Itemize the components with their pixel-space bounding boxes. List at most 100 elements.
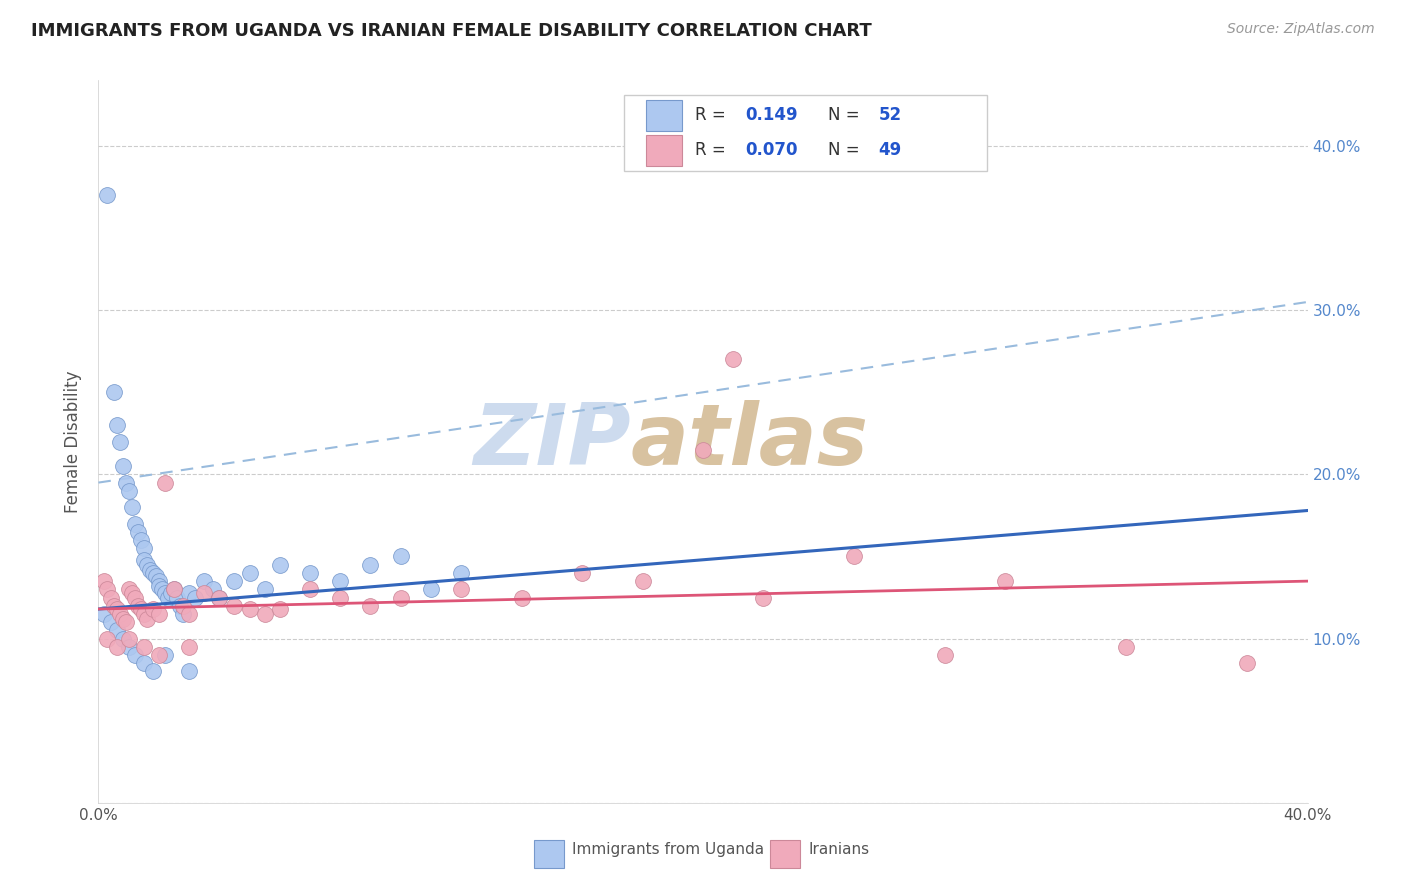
- Point: [105, 602, 128, 616]
- Point: [269, 558, 291, 572]
- Text: IMMIGRANTS FROM UGANDA VS IRANIAN FEMALE DISABILITY CORRELATION CHART: IMMIGRANTS FROM UGANDA VS IRANIAN FEMALE…: [31, 22, 872, 40]
- Point: [127, 599, 149, 613]
- Point: [132, 607, 155, 621]
- Text: 52: 52: [879, 106, 901, 124]
- Point: [450, 566, 472, 580]
- Point: [105, 640, 128, 654]
- Point: [239, 566, 262, 580]
- Point: [166, 591, 188, 605]
- Point: [124, 591, 146, 605]
- Point: [994, 574, 1017, 588]
- Point: [1115, 640, 1137, 654]
- Point: [132, 657, 155, 671]
- Point: [111, 632, 134, 646]
- Text: ZIP: ZIP: [472, 400, 630, 483]
- Point: [389, 549, 412, 564]
- Point: [127, 524, 149, 539]
- Text: Immigrants from Uganda: Immigrants from Uganda: [572, 842, 765, 857]
- Point: [631, 574, 654, 588]
- Point: [132, 640, 155, 654]
- Text: R =: R =: [695, 106, 731, 124]
- Point: [153, 585, 176, 599]
- Point: [142, 665, 165, 679]
- Point: [184, 591, 207, 605]
- Text: 0.070: 0.070: [745, 141, 797, 159]
- Point: [163, 582, 186, 597]
- Point: [135, 612, 157, 626]
- Point: [239, 602, 262, 616]
- Text: N =: N =: [828, 141, 865, 159]
- Point: [145, 569, 167, 583]
- Point: [100, 615, 122, 630]
- Point: [105, 418, 128, 433]
- Point: [329, 574, 352, 588]
- Point: [156, 591, 179, 605]
- Text: R =: R =: [695, 141, 731, 159]
- Text: Source: ZipAtlas.com: Source: ZipAtlas.com: [1227, 22, 1375, 37]
- Point: [96, 188, 118, 202]
- Point: [114, 475, 136, 490]
- Point: [160, 585, 183, 599]
- Point: [172, 607, 194, 621]
- Point: [111, 612, 134, 626]
- Point: [108, 434, 131, 449]
- Point: [148, 607, 170, 621]
- Text: atlas: atlas: [630, 400, 869, 483]
- Point: [179, 607, 201, 621]
- Point: [135, 558, 157, 572]
- Point: [571, 566, 593, 580]
- Point: [934, 648, 956, 662]
- Point: [118, 582, 141, 597]
- Point: [105, 624, 128, 638]
- Point: [118, 483, 141, 498]
- Point: [169, 599, 191, 613]
- Point: [329, 591, 352, 605]
- Point: [224, 574, 246, 588]
- Point: [121, 500, 143, 515]
- Point: [150, 582, 173, 597]
- Point: [692, 442, 714, 457]
- Text: 0.149: 0.149: [745, 106, 799, 124]
- Point: [844, 549, 866, 564]
- Point: [103, 385, 125, 400]
- Point: [132, 553, 155, 567]
- Point: [163, 582, 186, 597]
- FancyBboxPatch shape: [624, 95, 987, 170]
- Point: [360, 558, 382, 572]
- Point: [129, 602, 152, 616]
- Point: [193, 574, 215, 588]
- Point: [93, 574, 115, 588]
- Point: [100, 591, 122, 605]
- Point: [360, 599, 382, 613]
- Point: [752, 591, 775, 605]
- Point: [179, 665, 201, 679]
- Y-axis label: Female Disability: Female Disability: [65, 370, 83, 513]
- Point: [172, 599, 194, 613]
- Point: [299, 566, 322, 580]
- Text: Iranians: Iranians: [808, 842, 869, 857]
- Point: [108, 607, 131, 621]
- Point: [208, 591, 231, 605]
- Point: [96, 582, 118, 597]
- Point: [202, 582, 225, 597]
- Point: [253, 582, 276, 597]
- Point: [148, 574, 170, 588]
- Point: [510, 591, 533, 605]
- Point: [114, 615, 136, 630]
- Text: N =: N =: [828, 106, 865, 124]
- Text: 49: 49: [879, 141, 901, 159]
- Point: [1236, 657, 1258, 671]
- Point: [148, 579, 170, 593]
- FancyBboxPatch shape: [647, 136, 682, 166]
- Point: [103, 599, 125, 613]
- Point: [124, 516, 146, 531]
- Point: [118, 632, 141, 646]
- Point: [118, 640, 141, 654]
- Point: [121, 585, 143, 599]
- Point: [153, 475, 176, 490]
- Point: [224, 599, 246, 613]
- Point: [299, 582, 322, 597]
- Point: [179, 640, 201, 654]
- Point: [148, 648, 170, 662]
- Point: [132, 541, 155, 556]
